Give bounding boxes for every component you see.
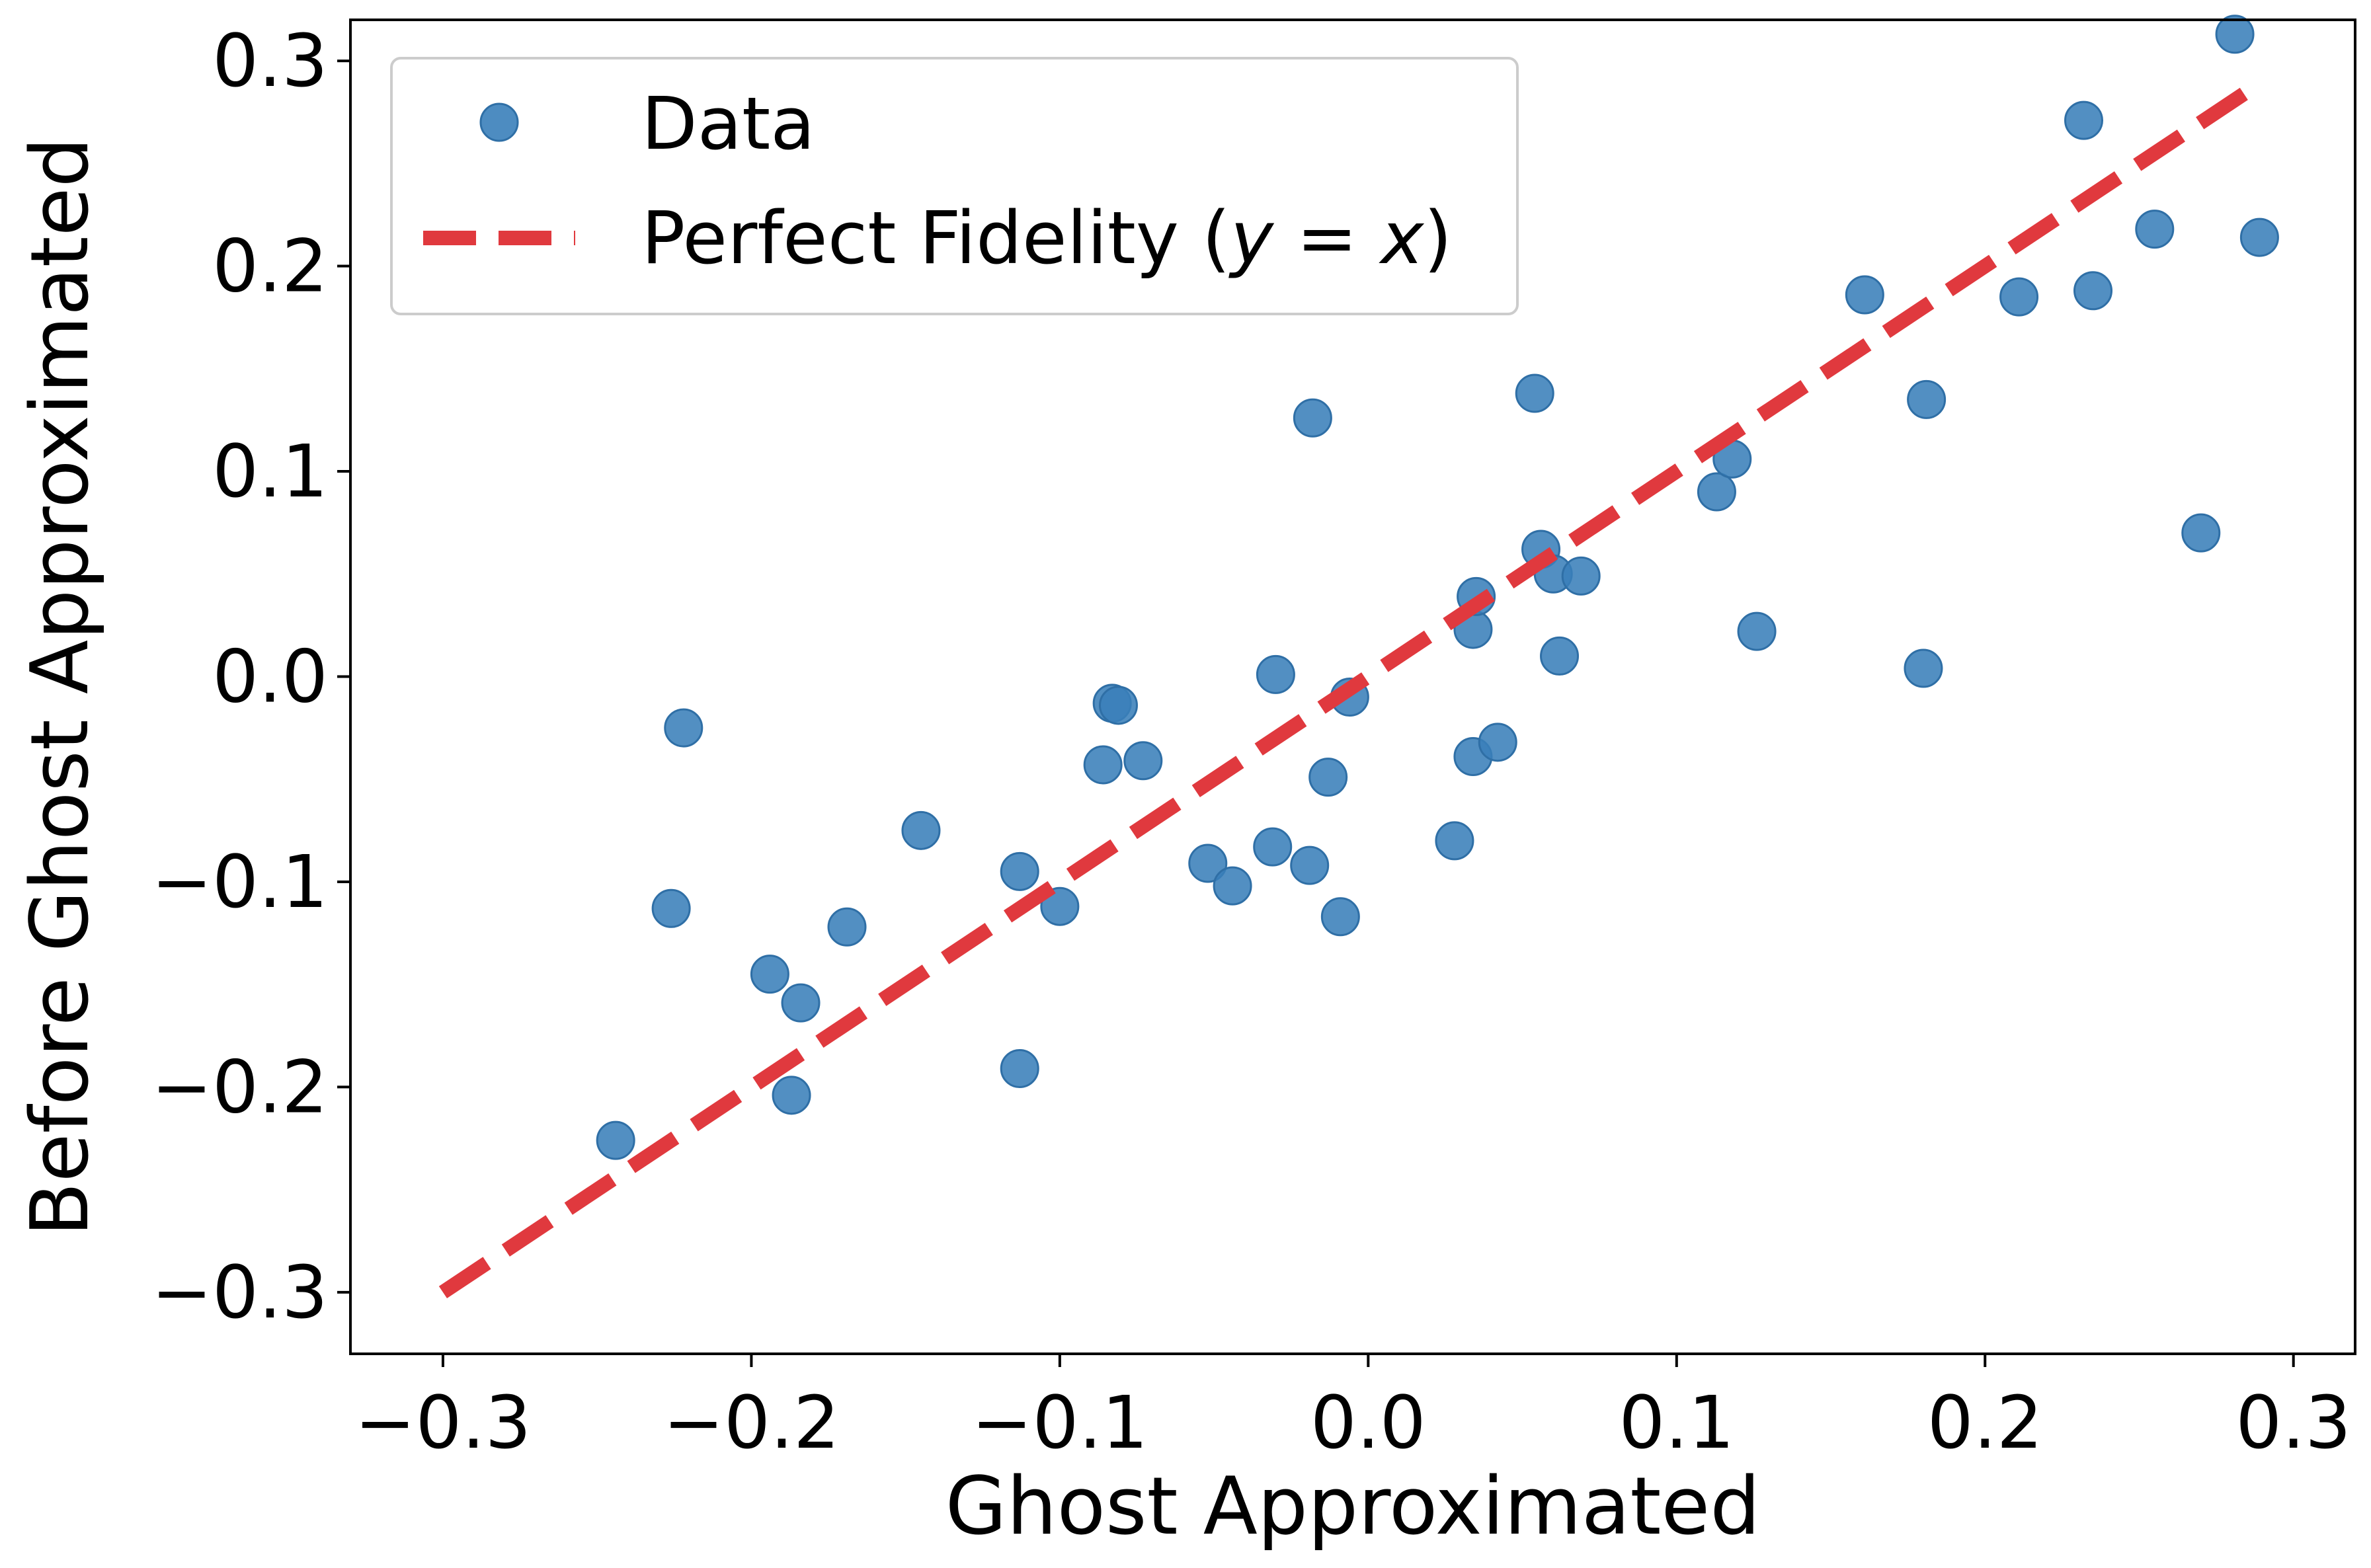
data-point xyxy=(1308,758,1348,797)
legend-fidelity-label: Perfect Fidelity (y = x) xyxy=(641,196,1452,280)
data-point xyxy=(750,955,789,994)
data-point xyxy=(1540,636,1580,676)
data-point xyxy=(1435,821,1474,861)
legend: Data Perfect Fidelity (y = x) xyxy=(390,57,1519,315)
data-point xyxy=(1907,379,1947,419)
data-point xyxy=(1253,827,1293,867)
y-axis-label: Before Ghost Approximated xyxy=(15,137,106,1236)
data-point xyxy=(1256,654,1295,694)
data-point xyxy=(772,1076,811,1115)
data-point xyxy=(901,810,941,850)
y-tick-label: 0.0 xyxy=(212,634,328,719)
axes-frame xyxy=(349,19,2356,1355)
legend-fidelity-x: x xyxy=(1379,196,1425,280)
x-axis-label: Ghost Approximated xyxy=(945,1461,1761,1553)
x-tick-label: 0.3 xyxy=(2235,1380,2351,1465)
y-tick-label: 0.2 xyxy=(212,224,328,309)
legend-fidelity-suffix: ) xyxy=(1424,196,1452,280)
data-point xyxy=(1188,843,1228,883)
y-tick-label: 0.1 xyxy=(212,429,328,514)
perfect-fidelity-line xyxy=(438,75,2267,1299)
data-point xyxy=(1000,851,1039,891)
data-point xyxy=(1515,373,1554,413)
data-point xyxy=(1697,472,1736,512)
data-point xyxy=(1123,741,1163,781)
data-point xyxy=(664,708,703,748)
x-tick-label: −0.2 xyxy=(663,1380,840,1465)
data-point xyxy=(1999,277,2039,317)
data-point xyxy=(2135,210,2175,249)
x-tick-label: 0.2 xyxy=(1927,1380,2043,1465)
data-point xyxy=(2215,15,2255,54)
data-point xyxy=(1737,611,1777,651)
data-point xyxy=(1561,556,1601,596)
data-point xyxy=(827,907,867,947)
data-point xyxy=(1293,398,1332,438)
data-point xyxy=(651,888,691,928)
data-point xyxy=(1098,686,1138,725)
x-tick-label: −0.1 xyxy=(971,1380,1148,1465)
data-point xyxy=(1478,723,1517,762)
y-tick-label: −0.1 xyxy=(151,840,328,924)
legend-data-label: Data xyxy=(641,81,815,166)
data-point xyxy=(596,1120,635,1160)
data-point xyxy=(1083,745,1123,785)
y-axis-ticks: −0.3 −0.2 −0.1 0.0 0.1 0.2 0.3 xyxy=(151,19,350,1335)
legend-fidelity-y: y xyxy=(1228,196,1275,280)
data-point xyxy=(1000,1048,1039,1088)
data-point xyxy=(1320,897,1360,937)
data-point xyxy=(2064,100,2104,140)
legend-box xyxy=(390,57,1519,315)
data-point xyxy=(1845,275,1884,315)
x-tick-label: 0.0 xyxy=(1310,1380,1426,1465)
data-point xyxy=(2181,513,2221,553)
legend-fidelity-prefix: Perfect Fidelity ( xyxy=(641,196,1230,280)
data-point xyxy=(1904,648,1943,688)
data-point xyxy=(2073,271,2113,311)
x-axis-ticks: −0.3 −0.2 −0.1 0.0 0.1 0.2 0.3 xyxy=(354,1354,2351,1465)
data-point xyxy=(1040,886,1080,926)
y-tick-label: −0.2 xyxy=(151,1044,328,1129)
x-tick-label: 0.1 xyxy=(1619,1380,1734,1465)
plot-area xyxy=(438,15,2279,1299)
data-point xyxy=(1213,866,1252,906)
data-point xyxy=(2239,217,2279,257)
legend-fidelity-eq: = xyxy=(1273,196,1381,280)
y-tick-label: 0.3 xyxy=(212,19,328,103)
data-point xyxy=(781,983,821,1023)
data-point xyxy=(1290,845,1330,885)
legend-data-marker xyxy=(479,102,519,142)
x-tick-label: −0.3 xyxy=(354,1380,531,1465)
y-tick-label: −0.3 xyxy=(151,1250,328,1335)
